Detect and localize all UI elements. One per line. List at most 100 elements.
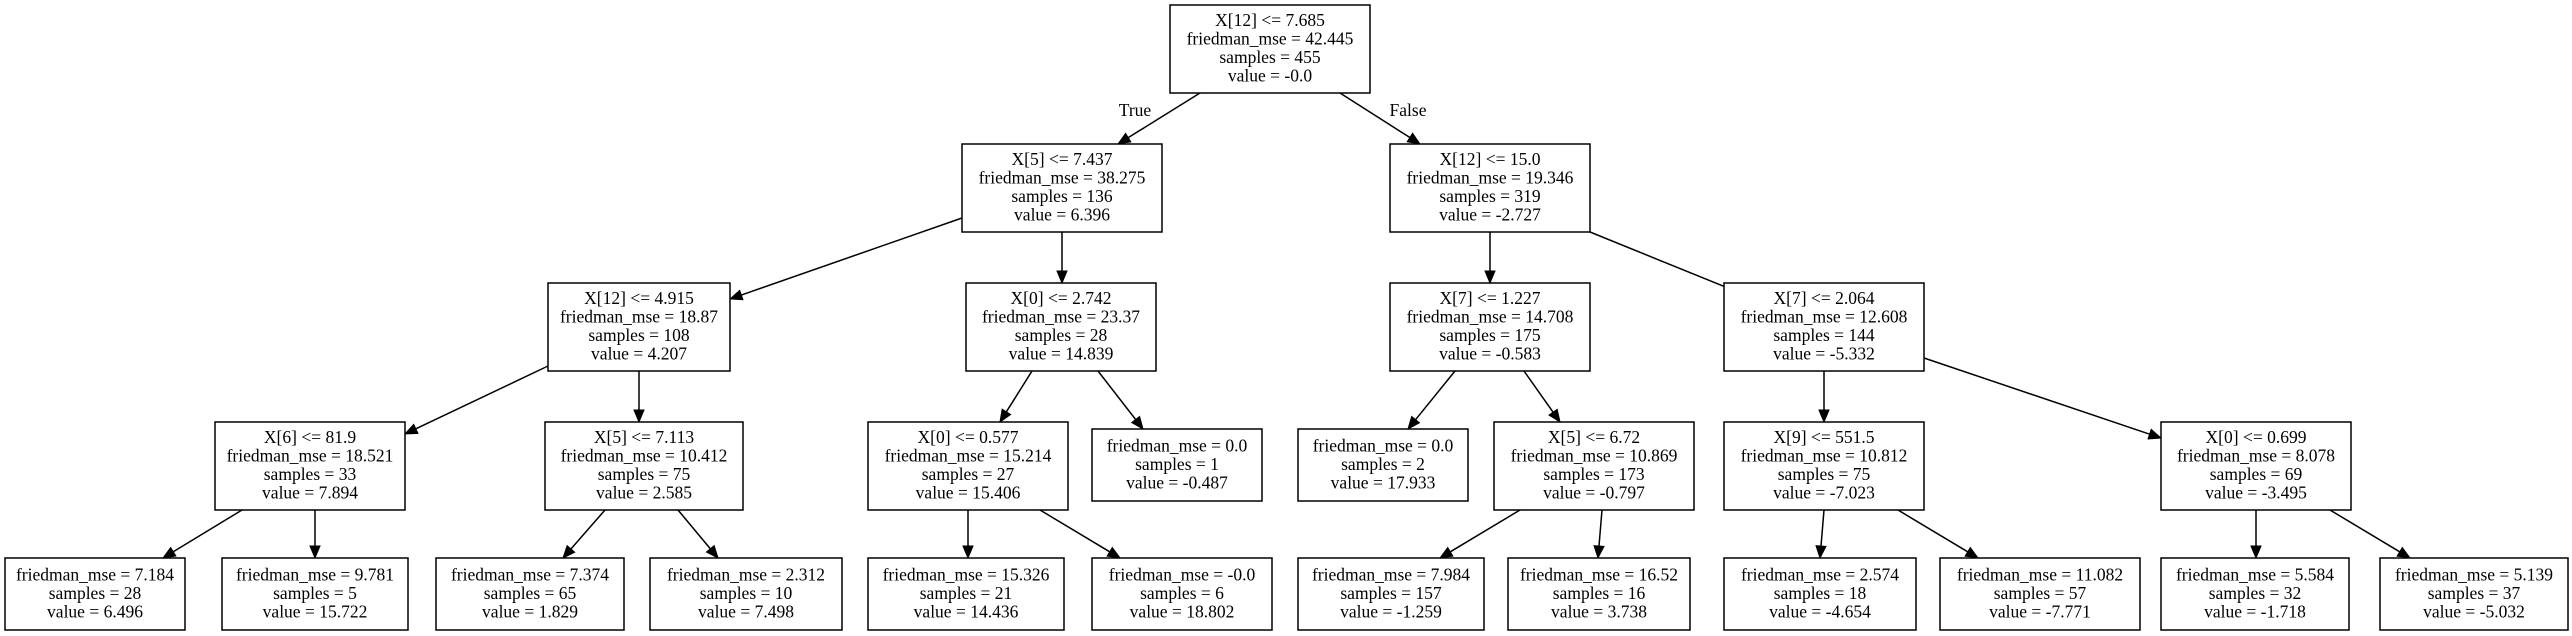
node-text-line: X[5] <= 6.72 — [1548, 427, 1640, 447]
node-box — [2160, 557, 2350, 631]
node-text-line: samples = 18 — [1774, 583, 1867, 603]
node-text-line: X[12] <= 7.685 — [1215, 10, 1325, 30]
node-box — [1297, 428, 1469, 502]
arrowhead-icon — [1106, 546, 1122, 559]
node-text-line: samples = 57 — [1994, 583, 2087, 603]
node-text-line: friedman_mse = 10.412 — [561, 446, 728, 466]
node-text-line: friedman_mse = 18.87 — [560, 307, 718, 327]
arrowhead-icon — [161, 546, 177, 559]
node-box — [435, 557, 625, 631]
node-text-line: friedman_mse = 10.812 — [1741, 446, 1908, 466]
node-text-line: value = 3.738 — [1551, 601, 1647, 621]
node-box — [547, 282, 731, 372]
arrowhead-icon — [1407, 415, 1421, 431]
node-box — [4, 557, 186, 631]
node-text-line: friedman_mse = 15.326 — [883, 564, 1050, 584]
node-text-line: value = -0.583 — [1439, 344, 1541, 364]
node-text-line: value = -1.718 — [2204, 601, 2306, 621]
node-text-line: samples = 37 — [2428, 583, 2521, 603]
edge-line — [1589, 231, 1745, 296]
arrowhead-icon — [2147, 428, 2163, 440]
node-box — [1939, 557, 2141, 631]
node-text-line: samples = 455 — [1219, 47, 1320, 67]
arrowhead-icon — [2396, 546, 2412, 559]
edge-label: True — [1119, 100, 1152, 120]
node-box — [867, 421, 1069, 511]
node-box — [965, 282, 1157, 372]
node-text-line: value = -4.654 — [1769, 601, 1871, 621]
edge-line — [1923, 357, 2150, 435]
node-text-line: samples = 157 — [1340, 583, 1441, 603]
node-text-line: friedman_mse = 23.37 — [982, 307, 1140, 327]
node-box — [1091, 428, 1263, 502]
node-box — [961, 143, 1163, 233]
tree-edge — [2250, 510, 2262, 560]
tree-edge — [677, 509, 719, 559]
node-text-line: friedman_mse = 7.184 — [16, 564, 174, 584]
node-text-line: value = -5.332 — [1773, 344, 1875, 364]
node-text-line: X[5] <= 7.437 — [1012, 149, 1113, 169]
node-text-line: X[0] <= 0.577 — [918, 427, 1019, 447]
node-text-line: value = -7.023 — [1773, 483, 1875, 503]
edge-line — [2329, 509, 2401, 553]
node-text-line: samples = 319 — [1439, 186, 1540, 206]
node-text-line: value = 1.829 — [482, 601, 578, 621]
edge-line — [1449, 509, 1521, 553]
node-text-line: value = -0.0 — [1228, 66, 1312, 86]
arrowhead-icon — [1438, 546, 1454, 559]
tree-edge — [1039, 509, 1122, 559]
node-box — [544, 421, 744, 511]
edge-line — [1897, 509, 1969, 553]
node-box — [1297, 557, 1485, 631]
node-text-line: samples = 6 — [1140, 583, 1224, 603]
node-text-line: samples = 1 — [1135, 454, 1219, 474]
tree-edge — [562, 509, 606, 559]
node-text-line: X[6] <= 81.9 — [264, 427, 356, 447]
edge-line — [1820, 509, 1825, 547]
tree-edge — [2329, 509, 2412, 559]
node-text-line: X[5] <= 7.113 — [594, 427, 695, 447]
node-text-line: value = 6.396 — [1014, 205, 1110, 225]
node-box — [221, 557, 409, 631]
node-box — [2379, 557, 2569, 631]
arrowhead-icon — [1815, 545, 1827, 560]
node-box — [1169, 4, 1371, 94]
node-text-line: value = -2.727 — [1439, 205, 1541, 225]
tree-edge: True — [1116, 92, 1201, 145]
node-text-line: samples = 10 — [700, 583, 793, 603]
tree-edge — [1097, 370, 1144, 431]
tree-edge: False — [1339, 92, 1427, 145]
arrowhead-icon — [1593, 545, 1605, 560]
node-text-line: samples = 175 — [1439, 325, 1540, 345]
node-text-line: value = 7.894 — [262, 483, 358, 503]
node-text-line: value = 15.722 — [263, 601, 368, 621]
node-text-line: value = 17.933 — [1331, 472, 1436, 492]
node-text-line: friedman_mse = 5.584 — [2176, 564, 2334, 584]
edge-line — [172, 509, 243, 553]
node-text-line: samples = 28 — [49, 583, 142, 603]
node-text-line: samples = 32 — [2209, 583, 2302, 603]
node-box — [867, 557, 1065, 631]
tree-edge — [999, 370, 1033, 424]
arrowhead-icon — [562, 544, 576, 559]
node-text-line: samples = 144 — [1773, 325, 1874, 345]
edge-line — [415, 365, 549, 430]
node-text-line: samples = 108 — [588, 325, 689, 345]
node-text-line: X[12] <= 15.0 — [1440, 149, 1541, 169]
